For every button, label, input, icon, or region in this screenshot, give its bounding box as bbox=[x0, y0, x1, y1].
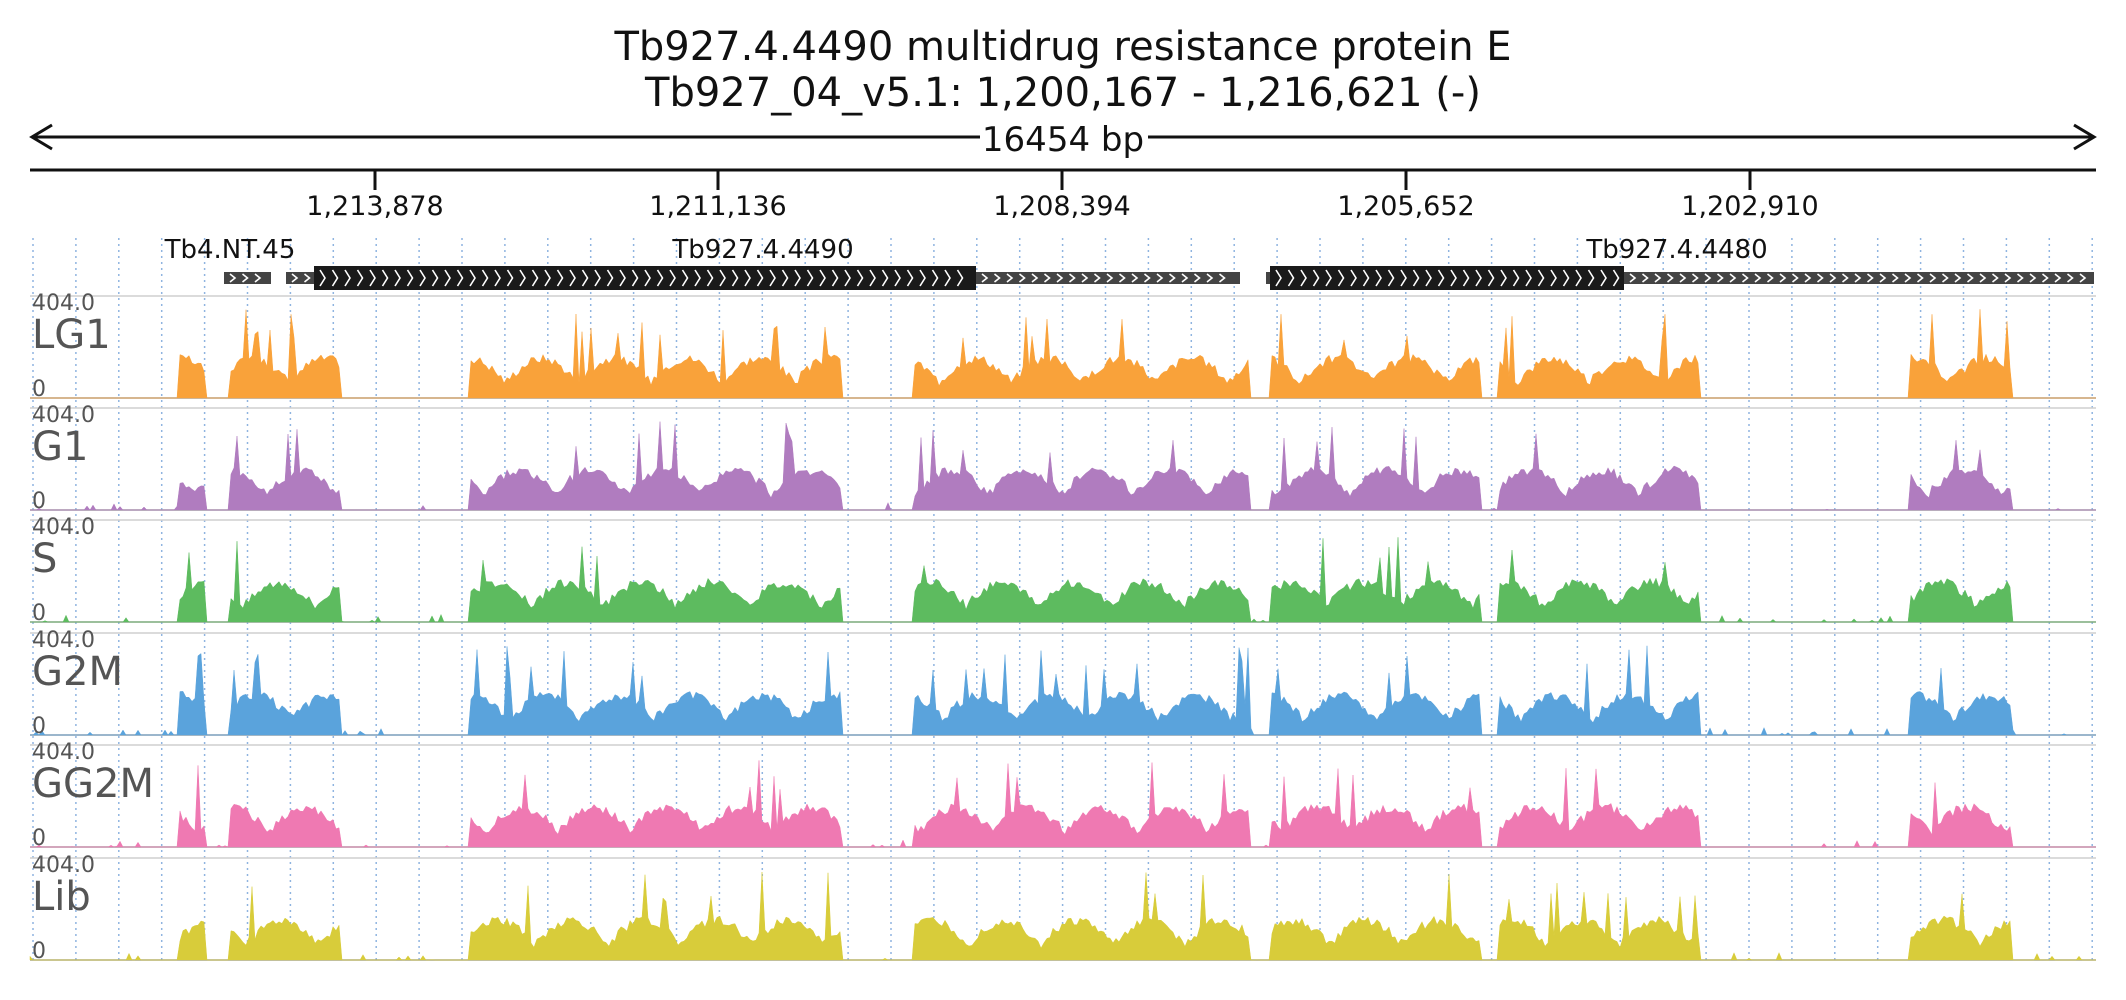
feature-chevrons bbox=[291, 273, 311, 283]
ruler-tick-label: 1,211,136 bbox=[649, 191, 786, 222]
track-max-label: 404.0 bbox=[32, 291, 95, 316]
track-min-label: 0 bbox=[32, 939, 46, 964]
arrow-right-icon bbox=[2073, 123, 2097, 151]
track-name-label: GG2M bbox=[32, 761, 154, 807]
track-s: 404.0S 0 bbox=[30, 515, 2096, 626]
ruler-tick-label: 1,202,910 bbox=[1681, 191, 1818, 222]
track-min-label: 0 bbox=[32, 826, 46, 851]
coverage-area bbox=[30, 537, 2096, 623]
track-min-label: 0 bbox=[32, 714, 46, 739]
coverage-area bbox=[30, 760, 2096, 848]
track-g1: 404.0G1 0 bbox=[30, 403, 2096, 514]
gene-annotation-track: Tb4.NT.45 Tb927.4.4490 Tb927.4.4480 bbox=[164, 235, 2094, 290]
gene-tb927-4-4480-utr-chevrons bbox=[1629, 273, 2087, 283]
gene-tb927-4-4480-cds bbox=[1270, 266, 1624, 290]
track-name-label: S bbox=[32, 536, 57, 582]
track-name-label: G1 bbox=[32, 424, 88, 470]
track-name-label: LG1 bbox=[32, 312, 111, 358]
coverage-tracks: 404.0LG10404.0G10404.0S0404.0G2M0404.0GG… bbox=[29, 291, 2096, 964]
track-max-label: 404.0 bbox=[32, 403, 95, 428]
track-name-label: Lib bbox=[32, 874, 91, 920]
gene-tb927-4-4490-chevrons bbox=[319, 269, 964, 287]
track-min-label: 0 bbox=[32, 377, 46, 402]
coverage-area bbox=[29, 871, 2096, 961]
feature-chevrons bbox=[229, 273, 262, 283]
coverage-area bbox=[30, 309, 2096, 399]
arrow-left-icon bbox=[29, 123, 53, 151]
span-indicator: 16454 bp bbox=[29, 120, 2097, 160]
gene-label-tb927-4-4480: Tb927.4.4480 bbox=[1585, 235, 1767, 265]
track-max-label: 404.0 bbox=[32, 740, 95, 765]
ruler-tick-label: 1,208,394 bbox=[993, 191, 1130, 222]
locus-title: Tb927_04_v5.1: 1,200,167 - 1,216,621 (-) bbox=[645, 70, 1481, 116]
span-length-label: 16454 bp bbox=[982, 120, 1144, 160]
track-min-label: 0 bbox=[32, 601, 46, 626]
ruler-tick-label: 1,213,878 bbox=[306, 191, 443, 222]
track-min-label: 0 bbox=[32, 489, 46, 514]
ruler-tick-label: 1,205,652 bbox=[1337, 191, 1474, 222]
coverage-area bbox=[30, 645, 2096, 736]
track-max-label: 404.0 bbox=[32, 628, 95, 653]
gene-tb927-4-4480-chevrons bbox=[1275, 269, 1620, 287]
gene-tb927-4-4490-utr-chevrons bbox=[981, 273, 1226, 283]
track-max-label: 404.0 bbox=[32, 853, 95, 878]
feature-tb4-nt-45-right bbox=[286, 272, 316, 284]
track-max-label: 404.0 bbox=[32, 515, 95, 540]
track-name-label: G2M bbox=[32, 649, 123, 695]
coordinate-ruler: 1,213,878 1,211,136 1,208,394 1,205,652 1,20… bbox=[30, 168, 2096, 222]
coverage-area bbox=[30, 421, 2096, 511]
gene-label-tb927-4-4490: Tb927.4.4490 bbox=[671, 235, 853, 265]
gene-tb927-4-4490-utr bbox=[976, 272, 1240, 284]
gene-title: Tb927.4.4490 multidrug resistance protei… bbox=[614, 24, 1512, 70]
gene-label-tb4-nt-45: Tb4.NT.45 bbox=[164, 235, 296, 265]
